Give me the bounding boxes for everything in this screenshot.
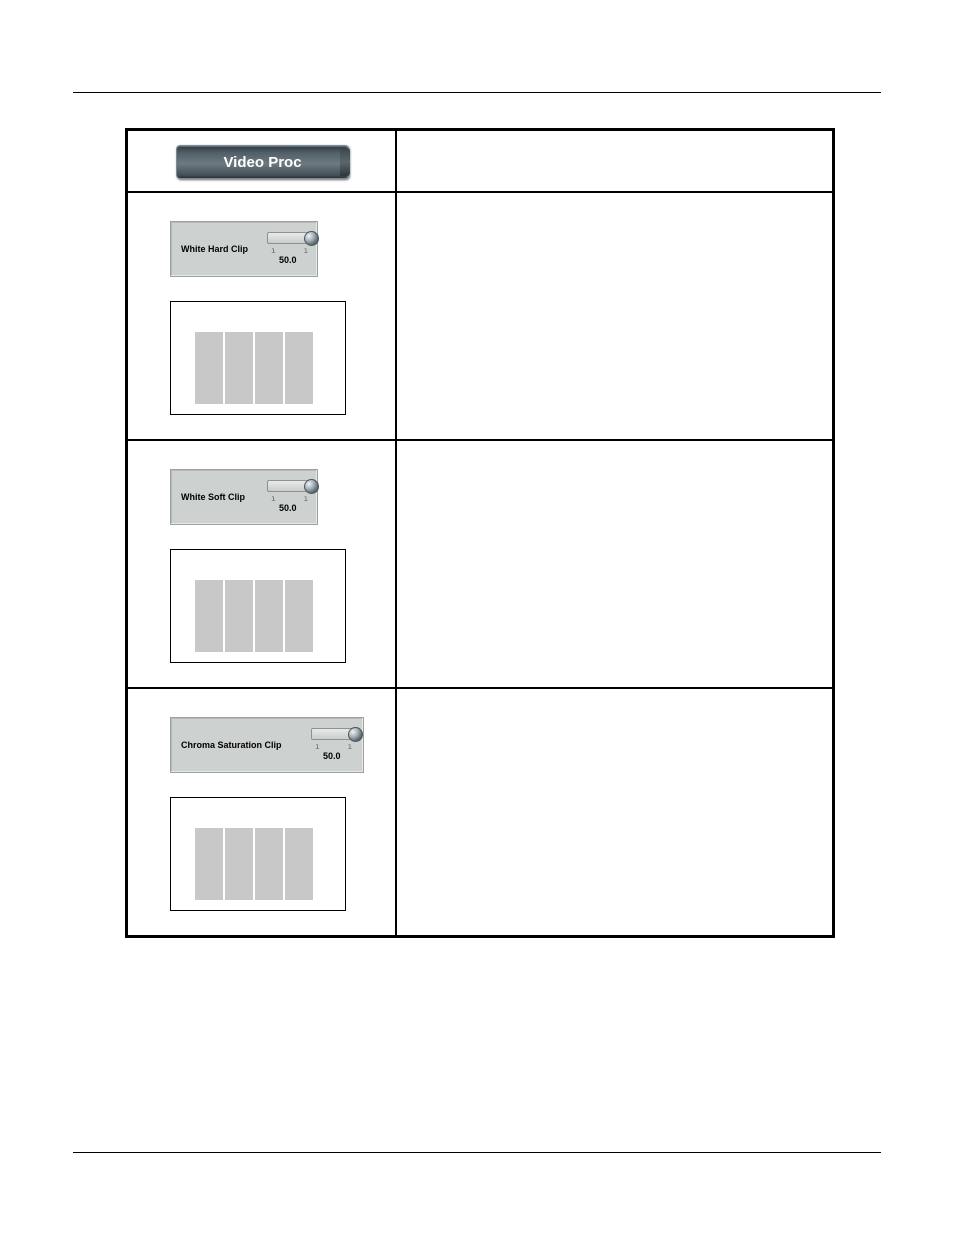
chroma-saturation-clip-chart bbox=[170, 797, 346, 911]
slider-ticks: ı ı bbox=[271, 494, 314, 503]
bottom-horizontal-rule bbox=[73, 1152, 881, 1153]
chart-bars bbox=[195, 572, 313, 652]
chroma-saturation-clip-slider[interactable] bbox=[311, 728, 359, 740]
white-soft-clip-slider[interactable] bbox=[267, 480, 315, 492]
chroma-saturation-clip-control: Chroma Saturation Clip ı ı 50.0 bbox=[170, 717, 364, 773]
bar bbox=[225, 580, 253, 652]
chroma-saturation-clip-slider-knob[interactable] bbox=[348, 727, 363, 742]
chroma-saturation-clip-desc-cell bbox=[396, 688, 833, 937]
white-soft-clip-label: White Soft Clip bbox=[181, 492, 245, 502]
video-proc-tab-label: Video Proc bbox=[223, 154, 301, 171]
bar bbox=[285, 580, 313, 652]
bar bbox=[285, 828, 313, 900]
bar bbox=[195, 580, 223, 652]
bar bbox=[195, 332, 223, 404]
white-soft-clip-control: White Soft Clip ı ı 50.0 bbox=[170, 469, 318, 525]
top-horizontal-rule bbox=[73, 92, 881, 93]
white-soft-clip-chart bbox=[170, 549, 346, 663]
bar bbox=[285, 332, 313, 404]
slider-ticks: ı ı bbox=[271, 246, 314, 255]
white-hard-clip-desc-cell bbox=[396, 192, 833, 440]
chroma-saturation-clip-value: 50.0 bbox=[323, 751, 341, 761]
bar bbox=[255, 332, 283, 404]
white-soft-clip-desc-cell bbox=[396, 440, 833, 688]
white-hard-clip-value: 50.0 bbox=[279, 255, 297, 265]
white-soft-clip-slider-knob[interactable] bbox=[304, 479, 319, 494]
white-hard-clip-slider-knob[interactable] bbox=[304, 231, 319, 246]
video-proc-table: Video Proc White Hard Clip ı ı 50.0 bbox=[125, 128, 835, 938]
bar bbox=[225, 332, 253, 404]
bar bbox=[255, 828, 283, 900]
white-hard-clip-label: White Hard Clip bbox=[181, 244, 248, 254]
chart-bars bbox=[195, 324, 313, 404]
chroma-saturation-clip-label: Chroma Saturation Clip bbox=[181, 740, 282, 750]
white-hard-clip-chart bbox=[170, 301, 346, 415]
white-hard-clip-slider[interactable] bbox=[267, 232, 315, 244]
white-hard-clip-control: White Hard Clip ı ı 50.0 bbox=[170, 221, 318, 277]
bar bbox=[225, 828, 253, 900]
video-proc-tab[interactable]: Video Proc bbox=[176, 145, 349, 179]
bar bbox=[195, 828, 223, 900]
slider-ticks: ı ı bbox=[315, 742, 358, 751]
header-right-cell bbox=[396, 130, 833, 193]
white-soft-clip-value: 50.0 bbox=[279, 503, 297, 513]
bar bbox=[255, 580, 283, 652]
chart-bars bbox=[195, 820, 313, 900]
